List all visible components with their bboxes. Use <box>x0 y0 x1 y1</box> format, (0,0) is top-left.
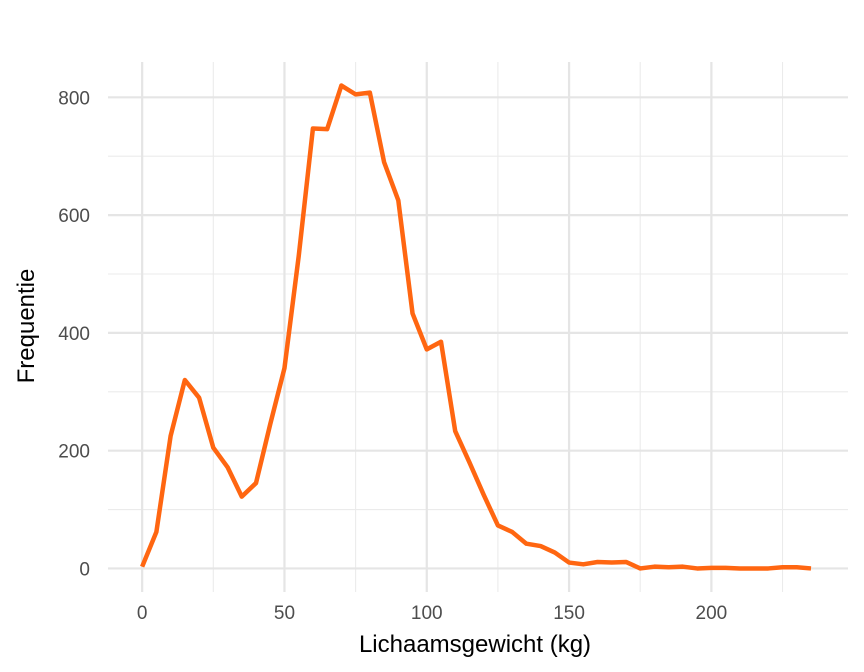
minor-gridlines <box>108 62 848 592</box>
y-tick-label: 0 <box>79 559 90 580</box>
y-axis-title: Frequentie <box>13 269 40 384</box>
x-axis-title: Lichaamsgewicht (kg) <box>359 631 591 658</box>
x-tick-label: 200 <box>696 603 728 624</box>
major-gridlines <box>108 62 848 592</box>
y-tick-label: 600 <box>58 206 90 227</box>
x-tick-label: 0 <box>137 603 148 624</box>
y-axis-tick-labels: 0 200 400 600 800 <box>58 88 90 580</box>
x-tick-label: 100 <box>411 603 443 624</box>
x-tick-label: 50 <box>274 603 295 624</box>
x-axis-tick-labels: 0 50 100 150 200 <box>137 603 727 624</box>
series-layer <box>140 83 812 571</box>
x-tick-label: 150 <box>553 603 585 624</box>
y-tick-label: 200 <box>58 442 90 463</box>
series-line <box>140 83 812 571</box>
y-tick-label: 400 <box>58 324 90 345</box>
y-tick-label: 800 <box>58 88 90 109</box>
